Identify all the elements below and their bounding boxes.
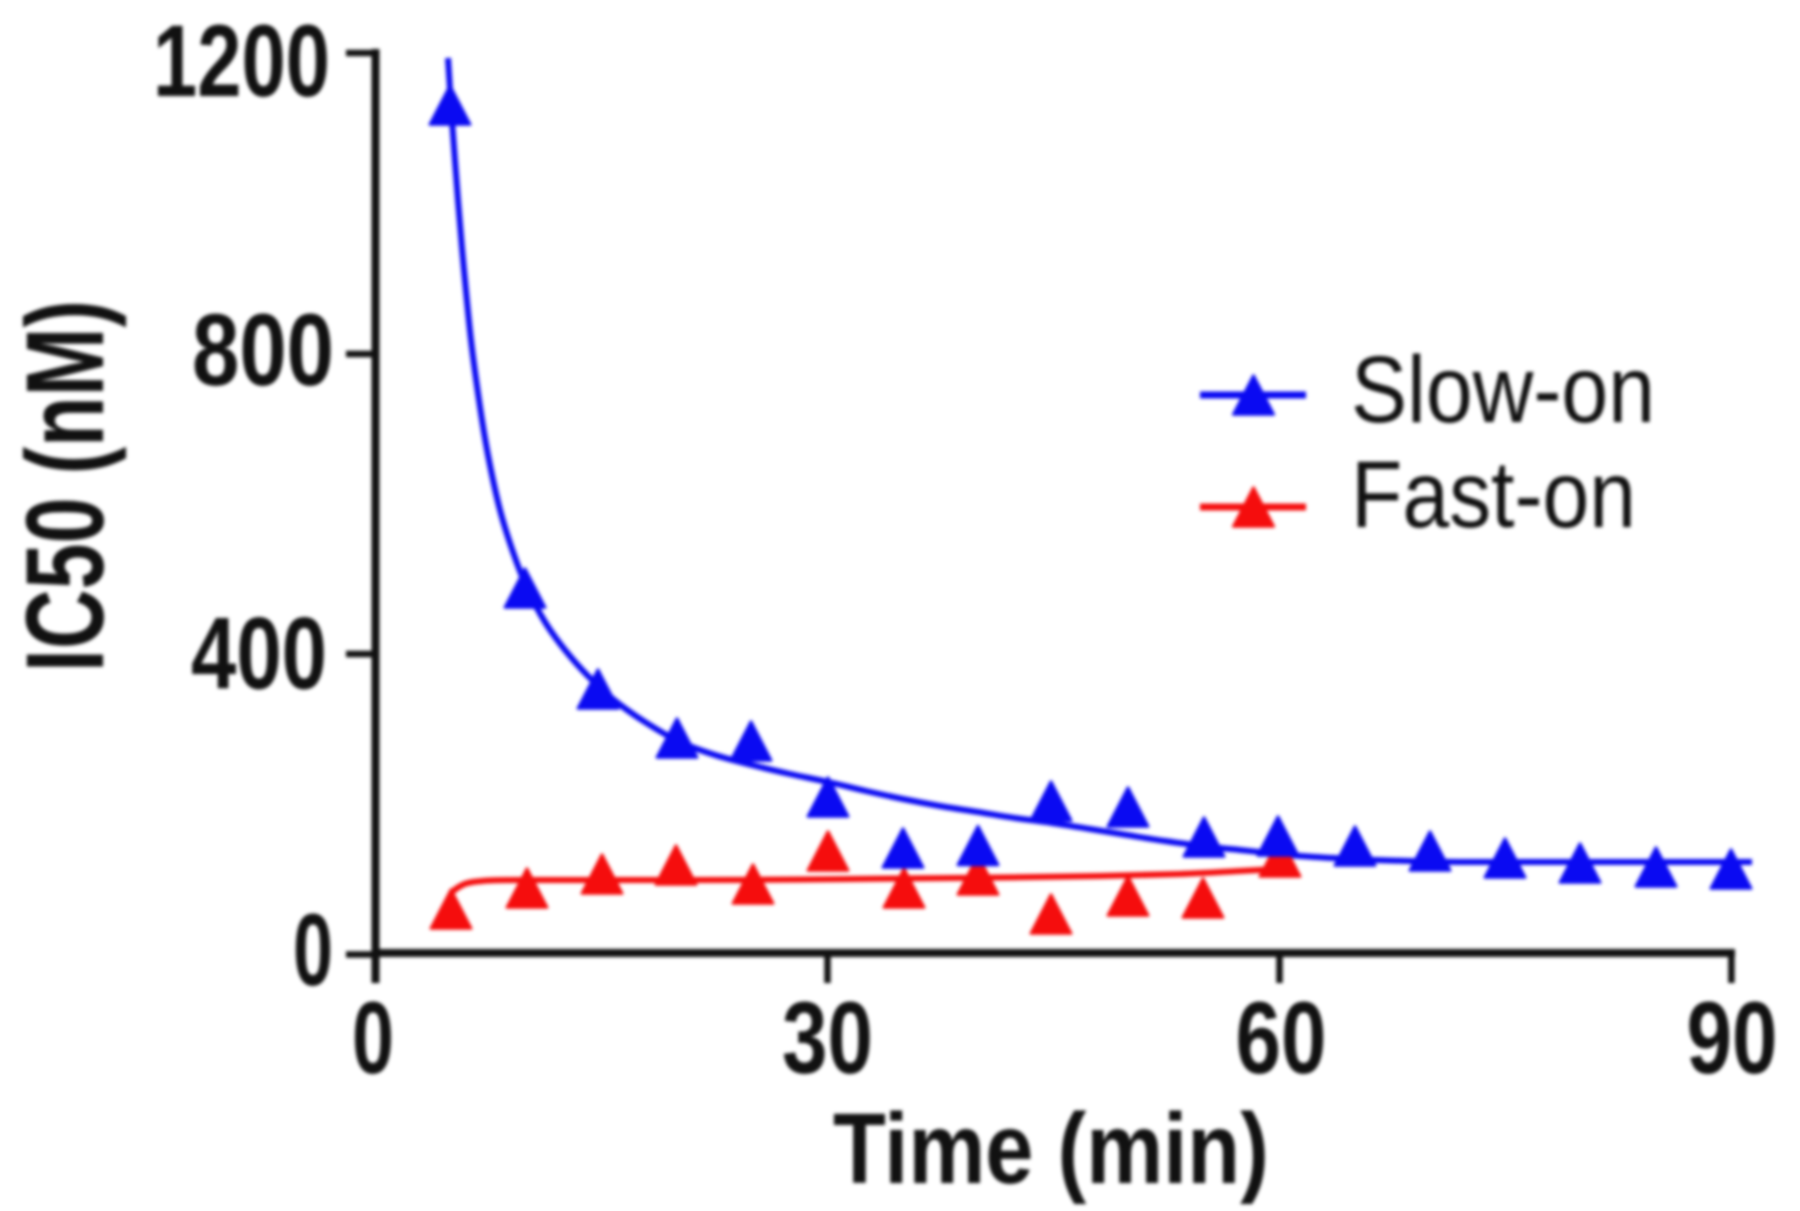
- svg-text:0: 0: [293, 893, 333, 1007]
- svg-text:0: 0: [352, 981, 394, 1095]
- svg-text:30: 30: [782, 981, 873, 1095]
- svg-text:60: 60: [1236, 981, 1327, 1095]
- svg-text:Fast-on: Fast-on: [1351, 442, 1636, 548]
- svg-text:800: 800: [192, 293, 334, 407]
- svg-text:90: 90: [1687, 981, 1778, 1095]
- svg-text:IC50 (nM): IC50 (nM): [4, 300, 127, 672]
- svg-text:400: 400: [191, 597, 327, 711]
- svg-text:Time (min): Time (min): [833, 1093, 1269, 1205]
- svg-text:Slow-on: Slow-on: [1351, 337, 1655, 443]
- svg-text:1200: 1200: [153, 4, 330, 118]
